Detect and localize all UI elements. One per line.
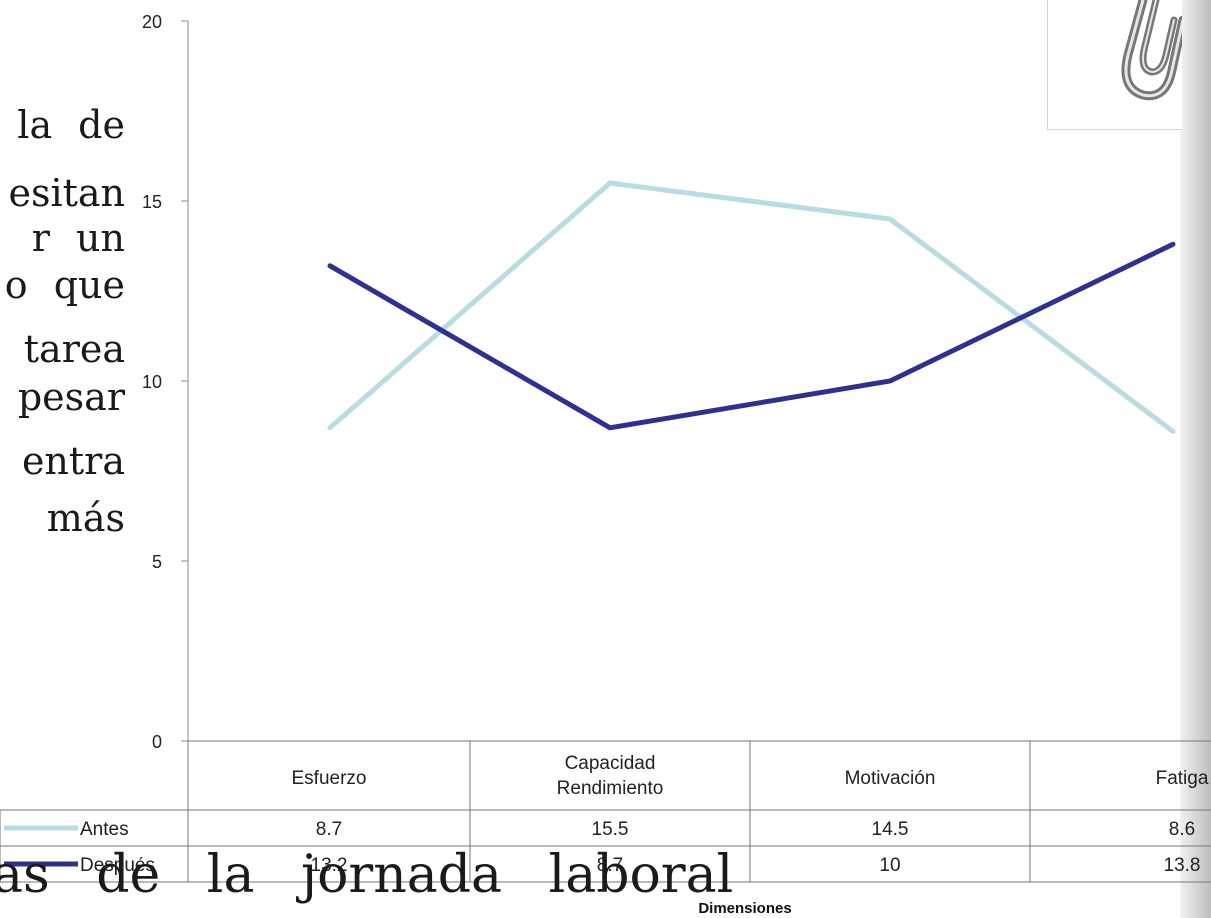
x-category-label: Capacidad <box>565 753 656 774</box>
slide-text-line: pesar <box>17 375 125 419</box>
x-axis-title: Dimensiones <box>698 900 791 917</box>
slide-text-line: esitan <box>8 171 125 215</box>
y-tick-label: 15 <box>142 192 162 212</box>
x-category-label: Fatiga <box>1156 768 1209 789</box>
slide-bottom-text: as de la jornada laboral <box>0 845 734 905</box>
data-table-value: 15.5 <box>592 819 629 840</box>
y-tick-label: 10 <box>142 372 162 392</box>
data-table-value: 8.6 <box>1169 819 1195 840</box>
series-line-antes <box>327 180 1176 434</box>
data-table-value: 13.2 <box>311 855 348 876</box>
slide-text-line: la de <box>17 103 125 147</box>
data-table-value: 13.8 <box>1164 855 1201 876</box>
clip-card <box>1047 0 1188 130</box>
x-category-label: Esfuerzo <box>292 768 367 789</box>
y-tick-label: 20 <box>142 12 162 32</box>
x-category-label: Motivación <box>845 768 936 789</box>
data-table-value: 14.5 <box>872 819 909 840</box>
slide-text-line: r un <box>31 216 125 260</box>
slide-text-line: más <box>46 496 125 540</box>
y-tick-label: 0 <box>152 732 162 752</box>
data-table-value: 10 <box>879 855 900 876</box>
y-tick-label: 5 <box>152 552 162 572</box>
legend-label: Después <box>80 855 155 876</box>
data-table-value: 8.7 <box>316 819 342 840</box>
slide-right-bar <box>1180 0 1211 918</box>
slide-text-line: o que <box>4 263 125 307</box>
x-category-label: Rendimiento <box>557 778 664 799</box>
legend-label: Antes <box>80 819 129 840</box>
slide-text-line: entra <box>21 439 125 483</box>
data-table-value: 8.7 <box>597 855 623 876</box>
slide-text-line: tarea <box>23 327 125 371</box>
paperclip-icon <box>1121 0 1188 101</box>
series-line-despus <box>327 241 1176 431</box>
